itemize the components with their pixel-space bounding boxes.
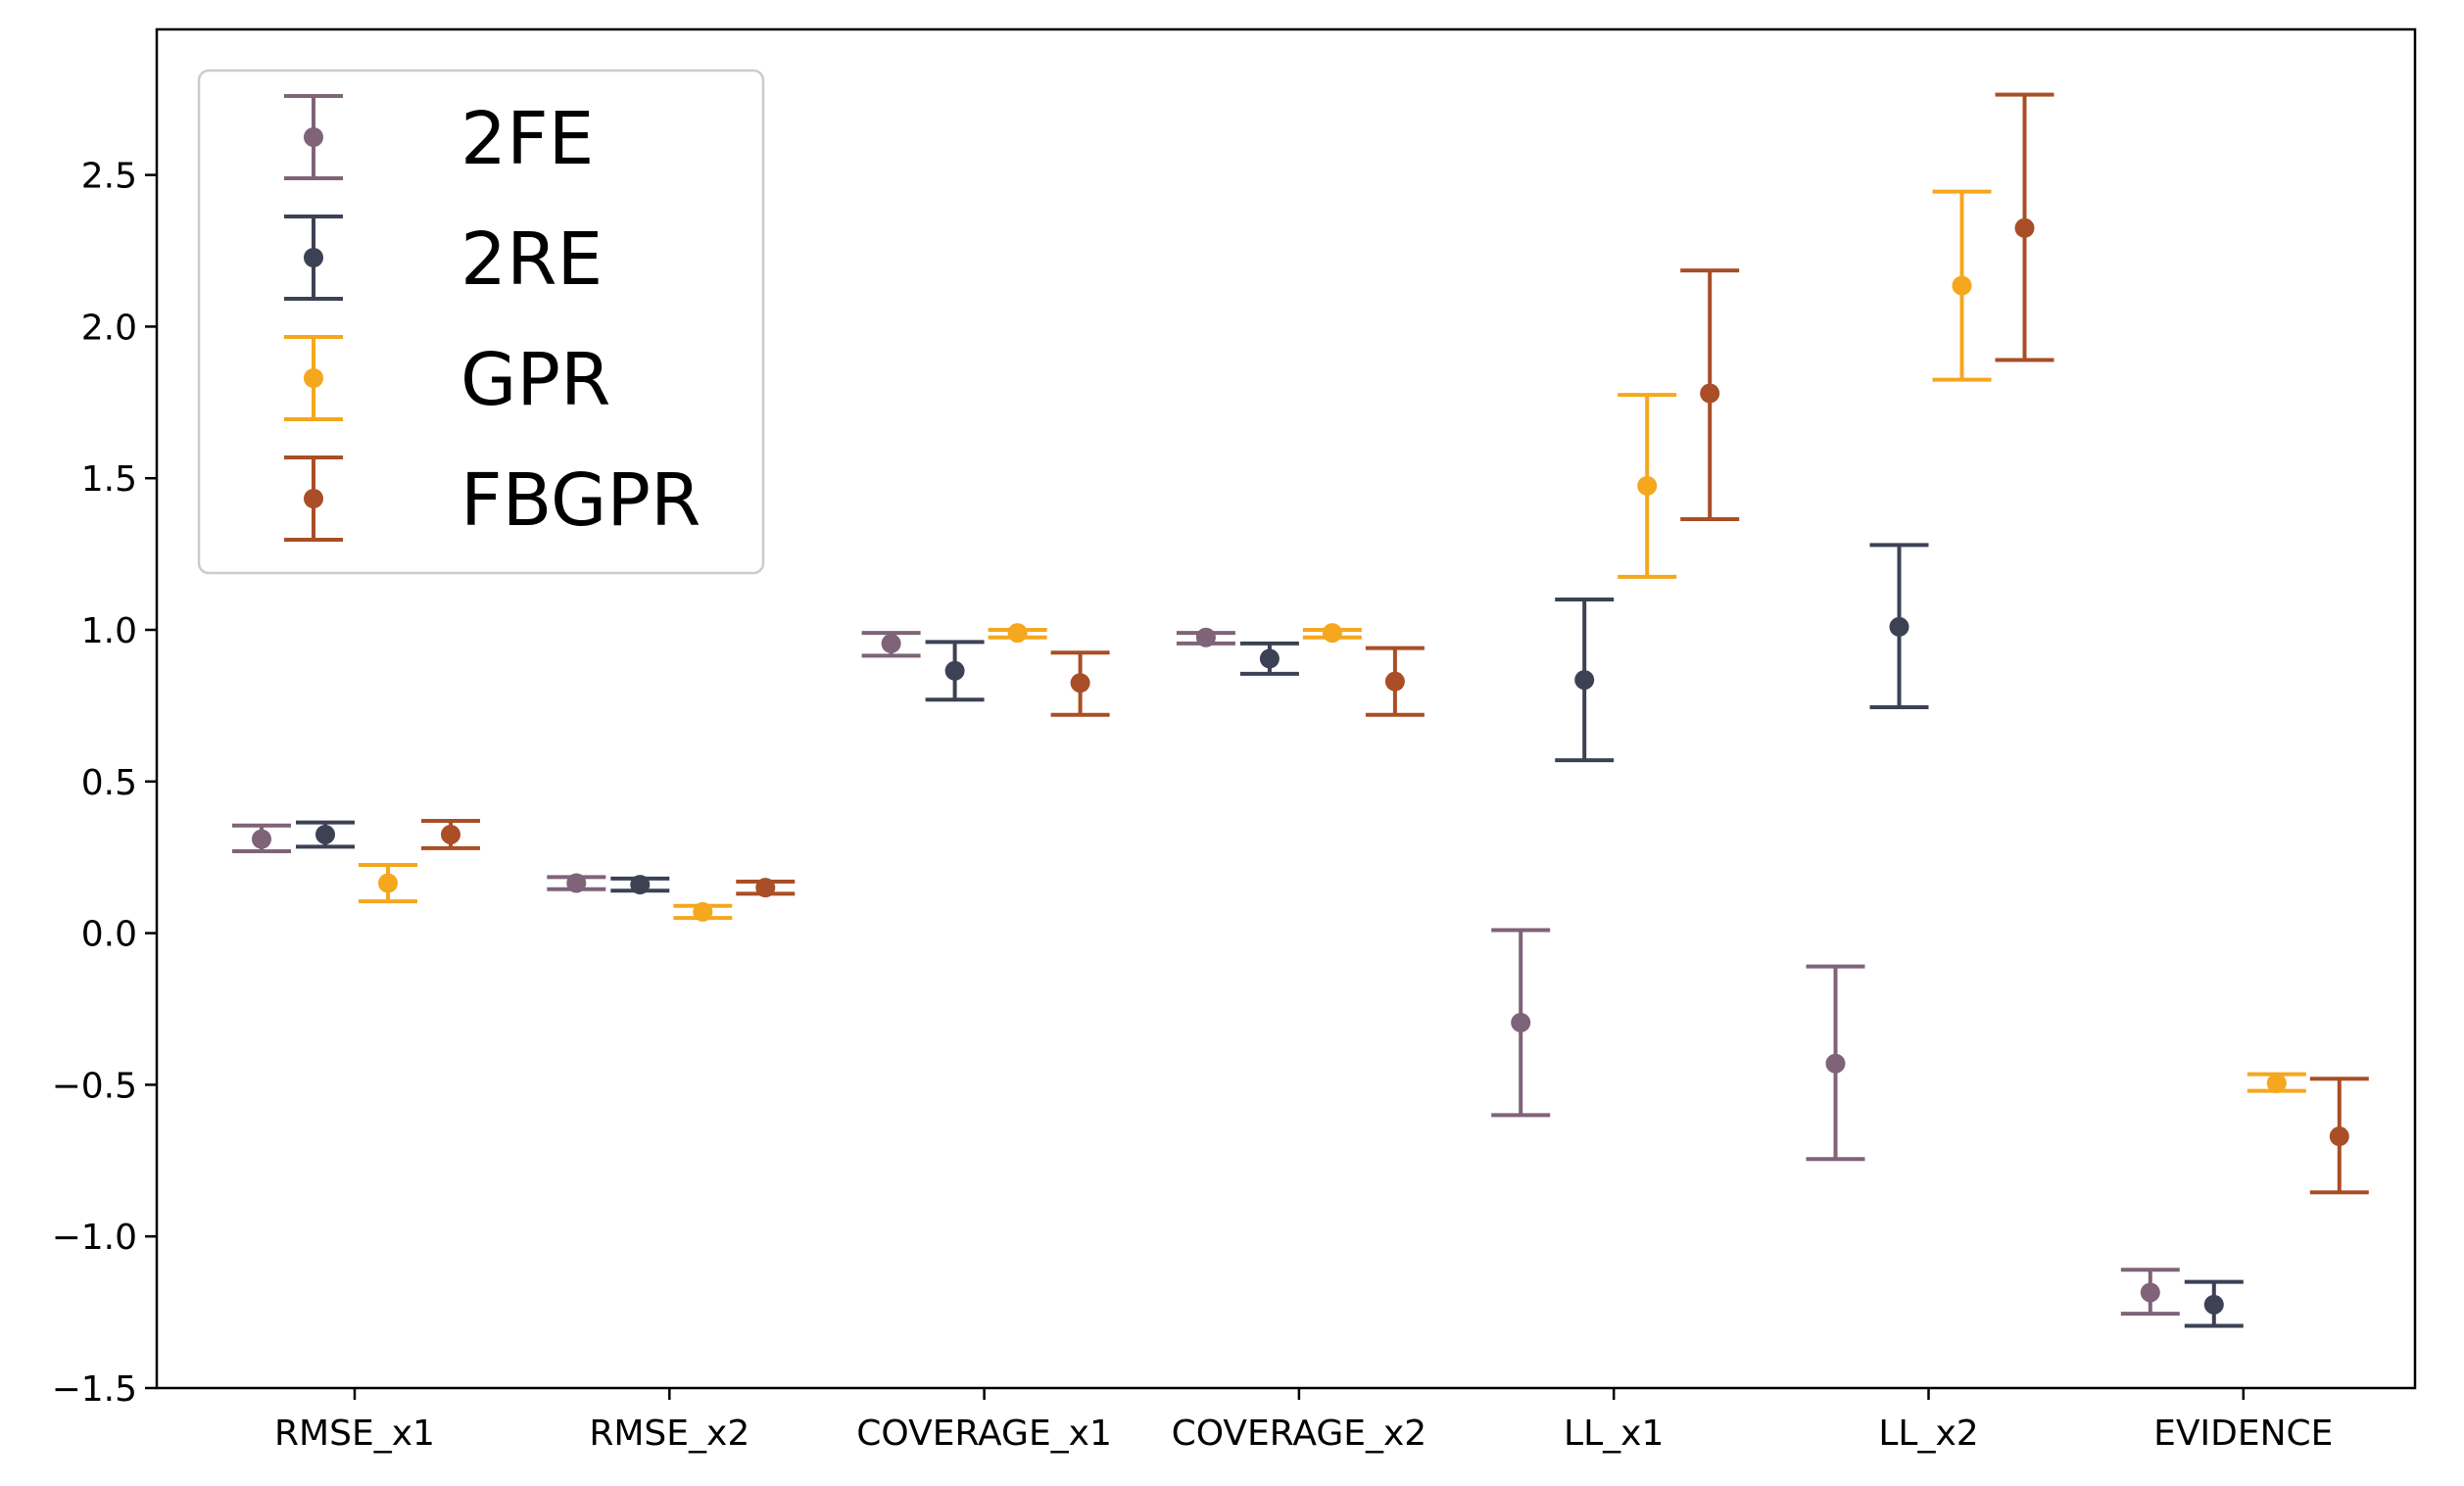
legend-label: 2FE bbox=[460, 97, 594, 181]
data-point bbox=[881, 633, 901, 653]
series-gpr bbox=[359, 189, 2306, 1093]
data-point bbox=[2329, 1126, 2349, 1147]
series-2fe bbox=[232, 627, 2180, 1317]
data-point bbox=[1384, 671, 1405, 692]
legend-marker-icon bbox=[304, 127, 323, 147]
legend-marker-icon bbox=[304, 248, 323, 267]
legend-marker-icon bbox=[304, 489, 323, 508]
data-point bbox=[1259, 648, 1280, 669]
data-point bbox=[566, 873, 587, 893]
data-point bbox=[1637, 475, 1658, 496]
data-point bbox=[693, 901, 713, 922]
y-tick-label: 2.5 bbox=[81, 157, 137, 197]
data-marks bbox=[232, 92, 2369, 1328]
data-point bbox=[755, 878, 776, 898]
data-point bbox=[1700, 383, 1720, 404]
legend-item-gpr: GPR bbox=[284, 335, 610, 422]
legend-label: GPR bbox=[460, 338, 610, 422]
data-point bbox=[1952, 275, 1972, 296]
x-tick-label: LL_x1 bbox=[1564, 1414, 1664, 1454]
legend-item-2fe: 2FE bbox=[284, 94, 594, 181]
data-point bbox=[2203, 1294, 2224, 1315]
data-point bbox=[441, 824, 460, 844]
y-tick-label: 1.0 bbox=[81, 611, 137, 651]
x-tick-label: COVERAGE_x2 bbox=[1172, 1414, 1427, 1454]
y-tick-label: −0.5 bbox=[52, 1066, 137, 1106]
axes: −1.5 −1.0 −0.5 0.0 0.5 1.0 1.5 2.0 2.5 RMSE_x1 RMS… bbox=[52, 27, 2417, 1454]
x-tick-label: COVERAGE_x1 bbox=[856, 1414, 1112, 1454]
legend-label: 2RE bbox=[460, 217, 603, 302]
data-point bbox=[252, 829, 271, 849]
data-point bbox=[378, 873, 398, 893]
data-point bbox=[1511, 1012, 1531, 1032]
legend-box bbox=[197, 69, 765, 575]
x-tick-label: RMSE_x1 bbox=[274, 1414, 435, 1454]
legend: 2FE 2RE GPR FBGPR bbox=[197, 69, 765, 575]
legend-marker-icon bbox=[304, 368, 323, 388]
data-point bbox=[315, 824, 335, 844]
plot-frame bbox=[155, 27, 2417, 1390]
legend-item-2re: 2RE bbox=[284, 215, 603, 302]
y-tick-label: 2.0 bbox=[81, 308, 137, 348]
x-tick-label: EVIDENCE bbox=[2153, 1414, 2333, 1454]
y-tick-label: 0.0 bbox=[81, 915, 137, 955]
x-tick-label: LL_x2 bbox=[1878, 1414, 1978, 1454]
data-point bbox=[1825, 1053, 1846, 1074]
data-point bbox=[1322, 623, 1342, 644]
series-fbgpr bbox=[421, 92, 2369, 1195]
legend-label: FBGPR bbox=[460, 458, 701, 543]
y-tick-label: −1.5 bbox=[52, 1369, 137, 1410]
data-point bbox=[2266, 1073, 2287, 1093]
y-tick-label: −1.0 bbox=[52, 1218, 137, 1258]
data-point bbox=[2140, 1282, 2160, 1303]
series-2re bbox=[296, 543, 2244, 1328]
legend-item-fbgpr: FBGPR bbox=[284, 455, 701, 543]
data-point bbox=[1007, 623, 1028, 644]
data-point bbox=[1574, 670, 1595, 691]
data-point bbox=[2014, 217, 2035, 238]
data-point bbox=[630, 875, 651, 895]
data-point bbox=[944, 660, 965, 681]
y-tick-label: 0.5 bbox=[81, 763, 137, 803]
y-tick-label: 1.5 bbox=[81, 459, 137, 500]
data-point bbox=[1195, 627, 1216, 647]
data-point bbox=[1070, 673, 1090, 694]
data-point bbox=[1889, 616, 1909, 637]
x-tick-label: RMSE_x2 bbox=[589, 1414, 749, 1454]
